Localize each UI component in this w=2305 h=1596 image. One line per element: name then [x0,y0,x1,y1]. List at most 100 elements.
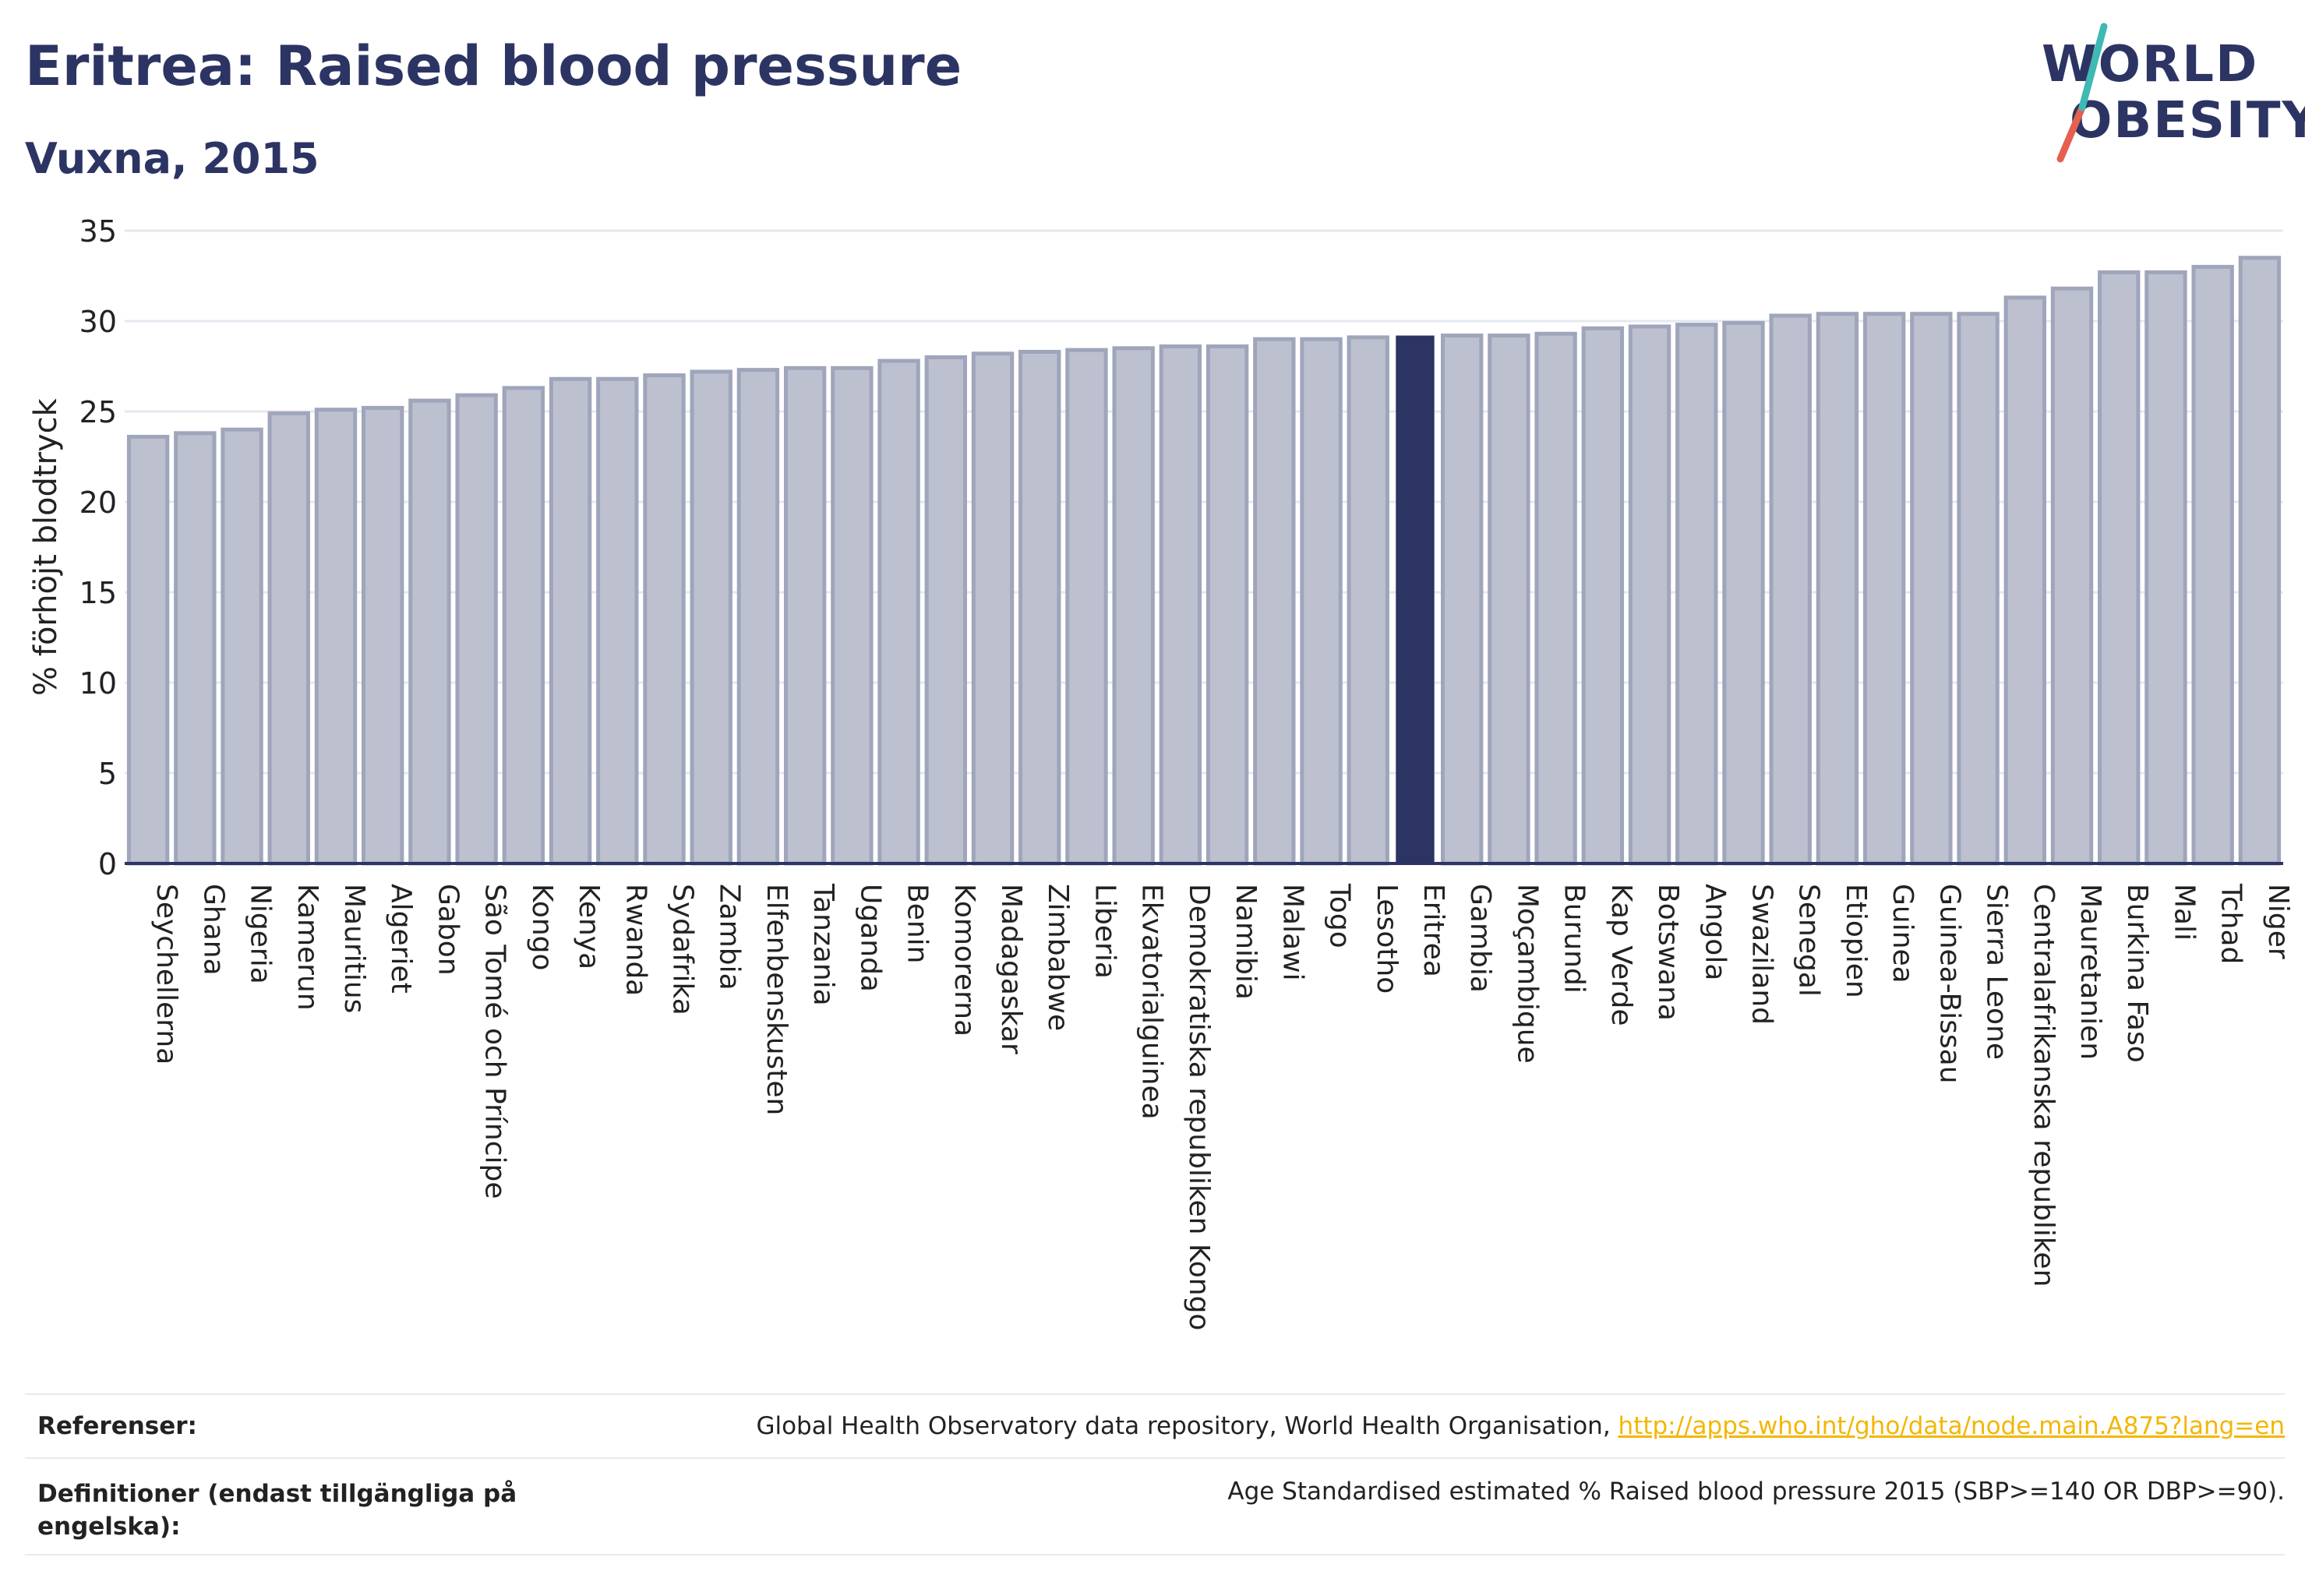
bar [267,411,310,866]
bar [1675,323,1718,866]
bar [1628,324,1671,866]
y-tick-label: 35 [79,214,117,249]
footer-divider [25,1393,2285,1395]
bar [1396,335,1435,863]
bar [2003,295,2046,866]
bar [2144,270,2187,866]
x-tick-label: Ekvatorialguinea [1136,884,1168,1120]
bar [596,376,639,866]
x-tick-label: Rwanda [619,884,651,996]
x-tick-label: Burkina Faso [2121,884,2153,1063]
bar [221,427,263,866]
bar [1488,334,1530,866]
y-tick-label: 5 [98,757,117,791]
bar [877,358,920,866]
bar [1205,344,1249,866]
x-tick-label: Tanzania [807,883,839,1006]
bar [362,405,404,866]
bar [783,365,827,866]
bar [126,434,170,866]
y-tick-label: 25 [79,395,117,429]
bar [314,408,358,866]
x-tick-label: São Tomé och Príncipe [479,884,511,1199]
x-tick-label: Elfenbenskusten [761,884,792,1115]
bar [1065,348,1108,866]
x-tick-label: Moçambique [1511,884,1543,1064]
y-tick-label: 20 [79,486,117,520]
x-tick-label: Namibia [1230,884,1262,1000]
chart-title: Eritrea: Raised blood pressure [25,34,962,98]
x-tick-label: Liberia [1089,884,1121,979]
definitions-row: Definitioner (endast tillgängliga på eng… [25,1478,2285,1555]
x-tick-label: Kap Verde [1605,884,1637,1026]
logo-line2: OBESITY [2070,92,2305,150]
bar [831,365,874,866]
world-obesity-logo: WORLD OBESITY [2026,20,2305,168]
logo-slash-icon [2056,23,2108,163]
y-tick-label: 10 [79,666,117,701]
x-tick-label: Gabon [432,884,464,976]
x-tick-label: Botswana [1652,884,1684,1021]
x-tick-label: Angola [1699,884,1731,980]
x-tick-label: Malawi [1276,884,1308,981]
bar [924,355,967,866]
references-row: Referenser: Global Health Observatory da… [25,1412,2285,1451]
x-tick-label: Madagaskar [995,884,1027,1054]
x-tick-label: Senegal [1793,884,1825,997]
x-tick-label: Demokratiska republiken Kongo [1183,884,1215,1330]
bar [690,369,732,866]
bar [1722,320,1765,866]
x-tick-label: Swaziland [1746,884,1778,1025]
x-tick-label: Togo [1324,883,1356,948]
references-label: Referenser: [37,1412,197,1440]
x-tick-label: Tchad [2215,883,2247,964]
footer-divider [25,1554,2285,1555]
bar [455,393,498,866]
bar [1159,344,1202,866]
bar [408,398,451,866]
bar-chart: 0 5 10 15 20 25 30 35 % förhöjt blodtryck Seychel… [28,214,2294,1330]
bar [2238,256,2282,866]
x-tick-label: Sierra Leone [1981,884,2013,1060]
x-tick-label: Gambia [1464,884,1496,993]
bar [502,386,545,866]
x-tick-label: Guinea [1887,884,1918,983]
x-tick-label: Algeriet [385,884,417,994]
bar [1910,312,1953,866]
x-tick-label: Zambia [714,884,746,990]
definitions-text: Age Standardised estimated % Raised bloo… [1227,1478,2285,1506]
logo-line1: WORLD [2042,36,2259,94]
x-tick-label: Mauritius [338,884,370,1013]
bar [1441,334,1484,866]
x-tick-label: Niger [2262,884,2294,959]
bar [1112,346,1155,866]
bar [174,431,217,866]
bar [2050,286,2094,866]
references-link[interactable]: http://apps.who.int/gho/data/node.main.A… [1618,1412,2285,1440]
x-tick-label: Uganda [854,884,886,992]
bar [1253,337,1296,866]
x-tick-label: Ghana [197,884,229,976]
bar [1534,331,1577,866]
x-tick-label: Guinea-Bissau [1933,884,1965,1084]
x-tick-label: Mali [2168,884,2200,941]
x-tick-label: Kamerun [291,884,323,1011]
bar [1957,312,2000,866]
chart-subtitle: Vuxna, 2015 [25,134,319,183]
x-tick-label: Lesotho [1371,884,1403,994]
x-tick-label: Sydafrika [667,884,699,1015]
bar [2191,264,2234,866]
bar [643,373,686,866]
bar [1862,312,1906,866]
x-tick-label: Kenya [573,884,605,969]
y-axis-label: % förhöjt blodtryck [28,397,64,696]
x-tick-label: Benin [902,884,934,963]
x-tick-label: Centralafrikanska republiken [2028,884,2060,1287]
footer-divider [25,1457,2285,1459]
bar [1816,312,1859,866]
bar [1300,337,1343,866]
bar [1769,313,1812,866]
bar [1347,335,1389,866]
x-tick-label: Mauretanien [2074,884,2106,1060]
definitions-label: Definitioner (endast tillgängliga på eng… [37,1480,517,1541]
